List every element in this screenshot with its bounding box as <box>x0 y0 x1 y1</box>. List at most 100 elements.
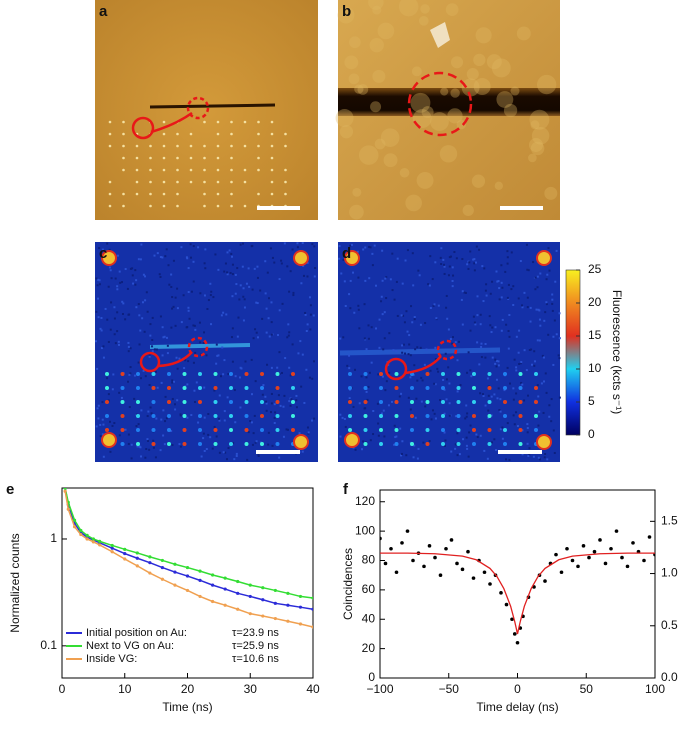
noise <box>107 340 110 343</box>
noise <box>304 313 307 316</box>
noise <box>385 380 388 383</box>
noise <box>445 398 448 401</box>
noise <box>306 275 309 278</box>
decay-point <box>110 550 114 554</box>
decay-point <box>160 577 164 581</box>
noise <box>266 271 269 274</box>
noise <box>442 258 445 261</box>
noise <box>280 259 283 262</box>
coincidence-point <box>620 555 624 560</box>
sample-dot <box>216 192 220 196</box>
grain <box>372 5 382 15</box>
noise <box>250 245 253 248</box>
noise <box>485 283 488 286</box>
noise <box>372 433 375 436</box>
emitter <box>410 386 414 390</box>
noise <box>139 446 142 449</box>
noise <box>497 387 500 390</box>
grain <box>530 120 540 130</box>
sample-dot <box>257 168 260 172</box>
plot-area <box>380 529 655 645</box>
noise <box>442 378 445 381</box>
noise <box>266 363 269 366</box>
legend-tau: τ=25.9 ns <box>232 640 279 652</box>
emitter <box>534 428 538 432</box>
grain <box>405 194 422 212</box>
grain <box>531 127 550 145</box>
coincidence-point <box>625 564 630 569</box>
noise <box>213 389 216 392</box>
noise <box>388 332 391 335</box>
noise <box>464 291 467 294</box>
grain <box>516 26 531 41</box>
noise <box>500 281 503 284</box>
y-tick-label: 60 <box>362 582 376 596</box>
panel-label: d <box>342 245 351 262</box>
noise <box>152 446 155 449</box>
noise <box>530 363 533 366</box>
grain <box>412 109 432 129</box>
noise <box>382 348 385 351</box>
emitter <box>394 400 399 404</box>
noise <box>265 409 268 412</box>
noise <box>176 399 179 402</box>
emitter <box>198 386 202 390</box>
noise <box>501 286 504 289</box>
noise <box>116 330 119 333</box>
noise <box>121 312 124 315</box>
noise <box>357 308 360 311</box>
decay-point <box>286 619 290 623</box>
noise <box>267 431 270 434</box>
grain <box>374 138 386 150</box>
sample-dot <box>216 204 220 208</box>
emitter <box>487 400 492 404</box>
noise <box>409 354 412 357</box>
noise <box>192 280 195 283</box>
noise <box>104 307 107 310</box>
noise <box>155 417 158 420</box>
noise <box>534 276 537 279</box>
noise <box>520 381 523 384</box>
panel-label: c <box>99 245 107 262</box>
grain <box>473 53 486 67</box>
noise <box>377 434 380 437</box>
decay-point <box>79 532 83 537</box>
sample-dot <box>135 156 139 160</box>
noise <box>553 319 556 322</box>
noise <box>407 396 410 399</box>
noise <box>520 304 523 307</box>
sample-dot <box>257 144 260 148</box>
noise <box>141 301 144 304</box>
noise <box>180 321 183 324</box>
noise <box>512 387 515 390</box>
noise <box>456 432 459 435</box>
noise <box>479 392 482 395</box>
noise <box>544 372 547 375</box>
noise <box>305 329 308 332</box>
noise <box>171 296 174 299</box>
noise <box>284 357 287 360</box>
noise <box>226 251 229 254</box>
noise <box>173 403 176 406</box>
noise <box>424 405 427 408</box>
emitter <box>260 428 264 432</box>
noise <box>313 275 316 278</box>
noise <box>495 378 498 381</box>
noise <box>545 278 548 281</box>
noise <box>381 375 384 378</box>
noise <box>468 431 471 434</box>
noise <box>400 452 403 455</box>
noise <box>127 433 130 436</box>
noise <box>413 364 416 367</box>
noise <box>145 447 148 450</box>
sample-dot <box>149 144 152 148</box>
sample-dot <box>243 120 247 124</box>
noise <box>454 443 457 446</box>
noise <box>374 284 377 287</box>
noise <box>255 440 258 443</box>
noise <box>461 323 464 326</box>
coincidence-point <box>512 632 517 636</box>
noise <box>528 453 531 456</box>
noise <box>354 368 357 371</box>
noise <box>526 296 529 299</box>
